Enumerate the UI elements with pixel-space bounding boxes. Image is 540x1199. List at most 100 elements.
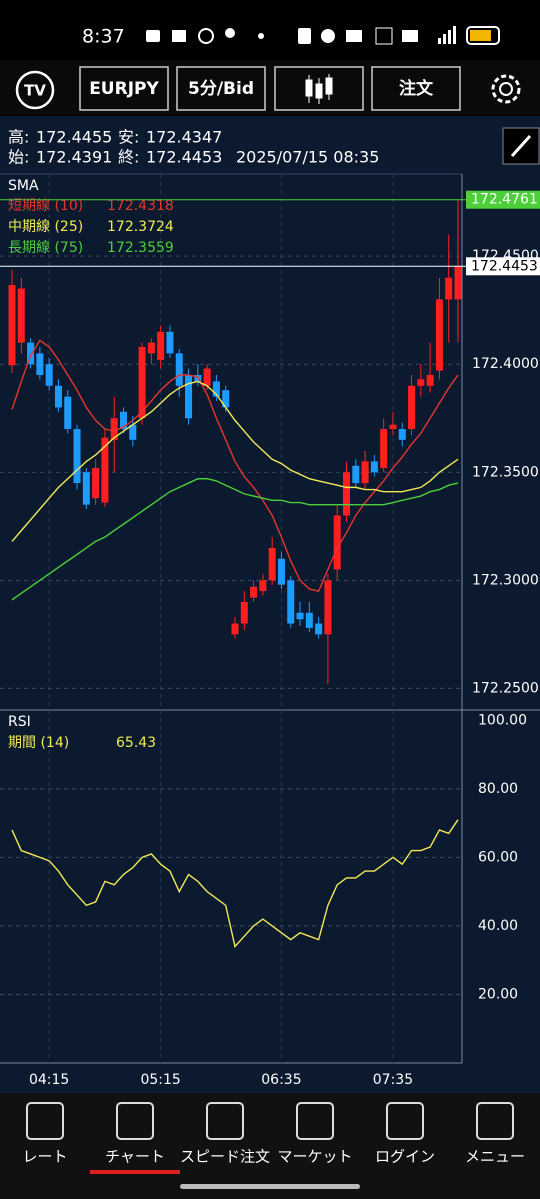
legend-name: 期間 (14) xyxy=(8,735,69,751)
info-value: 172.4347 xyxy=(146,128,222,147)
legend-value: 65.43 xyxy=(116,735,156,751)
order-button[interactable] xyxy=(371,66,461,111)
candle-body xyxy=(36,353,44,375)
y-tick-label: 60.00 xyxy=(478,849,518,865)
symbol: EURJPY xyxy=(89,79,159,99)
candle-body xyxy=(101,437,109,503)
candle-body xyxy=(82,472,90,505)
logo[interactable]: TV xyxy=(15,70,55,110)
nav-label[interactable]: スピード注文 xyxy=(180,1148,270,1166)
candle-body xyxy=(435,299,443,371)
panel-title: RSI xyxy=(8,714,31,730)
candle-body xyxy=(120,411,127,430)
candle-body xyxy=(259,580,267,592)
candle-body xyxy=(454,266,462,300)
candle-body xyxy=(324,580,332,635)
candle-body xyxy=(64,396,72,430)
candle-body xyxy=(250,586,258,598)
candle-body xyxy=(166,331,174,354)
info-label: 終: xyxy=(118,148,139,167)
candle-body xyxy=(203,368,211,386)
x-tick-label: 04:15 xyxy=(29,1072,69,1088)
legend-value: 172.3559 xyxy=(107,240,174,256)
status-time: 8:37 xyxy=(82,26,125,48)
panel-title: SMA xyxy=(8,178,39,194)
y-tick-label: 20.00 xyxy=(478,986,518,1002)
candle-body xyxy=(73,429,81,484)
candle-body xyxy=(277,558,285,585)
nav-icon xyxy=(26,1102,64,1140)
candle-body xyxy=(110,418,118,440)
chart-type-button[interactable] xyxy=(274,66,364,111)
candle-body xyxy=(185,375,193,419)
candle-body xyxy=(315,623,323,635)
order: 注文 xyxy=(399,78,434,99)
chart-area xyxy=(0,116,540,1093)
settings[interactable] xyxy=(491,74,521,104)
svg-text:TV: TV xyxy=(24,82,46,100)
pencil-button[interactable] xyxy=(502,127,540,165)
high-tag xyxy=(466,190,540,209)
info-value: 172.4455 xyxy=(36,128,112,147)
candle-body xyxy=(175,353,183,386)
nav-label[interactable]: レート xyxy=(22,1148,67,1166)
candle-body xyxy=(138,346,146,419)
info-label: 始: xyxy=(8,148,29,167)
status-icons xyxy=(146,26,500,45)
candle-body xyxy=(305,612,313,628)
close-tag-label: 172.4453 xyxy=(471,258,538,274)
nav-label[interactable]: チャート xyxy=(105,1148,165,1166)
sma-line xyxy=(11,339,459,592)
candle-body xyxy=(212,381,220,397)
candle-icon xyxy=(305,74,333,104)
x-tick-label: 05:15 xyxy=(140,1072,180,1088)
bottom-nav xyxy=(0,1093,540,1199)
timeframe-button[interactable] xyxy=(176,66,266,111)
legend-value: 172.3724 xyxy=(107,219,174,235)
candle-body xyxy=(296,612,304,620)
info-label: 安: xyxy=(118,128,139,147)
candle-body xyxy=(343,472,350,516)
legend-name: 短期線 (10) xyxy=(8,198,83,214)
home-indicator xyxy=(180,1184,360,1189)
candle-body xyxy=(54,385,62,408)
nav-icon xyxy=(476,1102,514,1140)
legend-value: 172.4318 xyxy=(107,198,174,214)
candle-body xyxy=(370,461,378,473)
nav-icon xyxy=(116,1102,154,1140)
candle-body xyxy=(417,379,425,386)
candle-body xyxy=(92,467,100,499)
symbol-button[interactable] xyxy=(79,66,169,111)
y-tick-label: 172.2500 xyxy=(472,680,539,696)
high-tag-label: 172.4761 xyxy=(471,192,538,208)
close-tag xyxy=(466,257,540,276)
candle-body xyxy=(222,390,230,408)
rsi-line xyxy=(11,819,459,948)
candle-body xyxy=(147,342,155,354)
candle-body xyxy=(45,364,53,386)
nav-label[interactable]: メニュー xyxy=(465,1148,525,1166)
y-tick-label: 172.3500 xyxy=(472,464,539,480)
nav-icon xyxy=(206,1102,244,1140)
candle-body xyxy=(408,385,416,430)
candle-body xyxy=(8,285,16,366)
y-tick-label: 40.00 xyxy=(478,918,518,934)
legend-name: 長期線 (75) xyxy=(8,240,83,256)
toolbar xyxy=(0,60,540,115)
candle-body xyxy=(361,461,369,484)
sma-line xyxy=(11,478,459,601)
nav-label[interactable]: マーケット xyxy=(277,1148,352,1166)
nav-icon xyxy=(386,1102,424,1140)
candle-body xyxy=(268,547,276,581)
info-value: 172.4391 xyxy=(36,148,112,167)
nav-active-indicator xyxy=(90,1170,180,1174)
nav-label[interactable]: ログイン xyxy=(375,1148,435,1166)
candle-body xyxy=(27,342,35,365)
candle-body xyxy=(157,331,165,360)
y-tick-label: 172.3000 xyxy=(472,572,539,588)
y-tick-label: 100.00 xyxy=(478,712,527,728)
candle-body xyxy=(426,375,434,386)
candle-body xyxy=(445,277,453,300)
candle-body xyxy=(389,424,397,430)
